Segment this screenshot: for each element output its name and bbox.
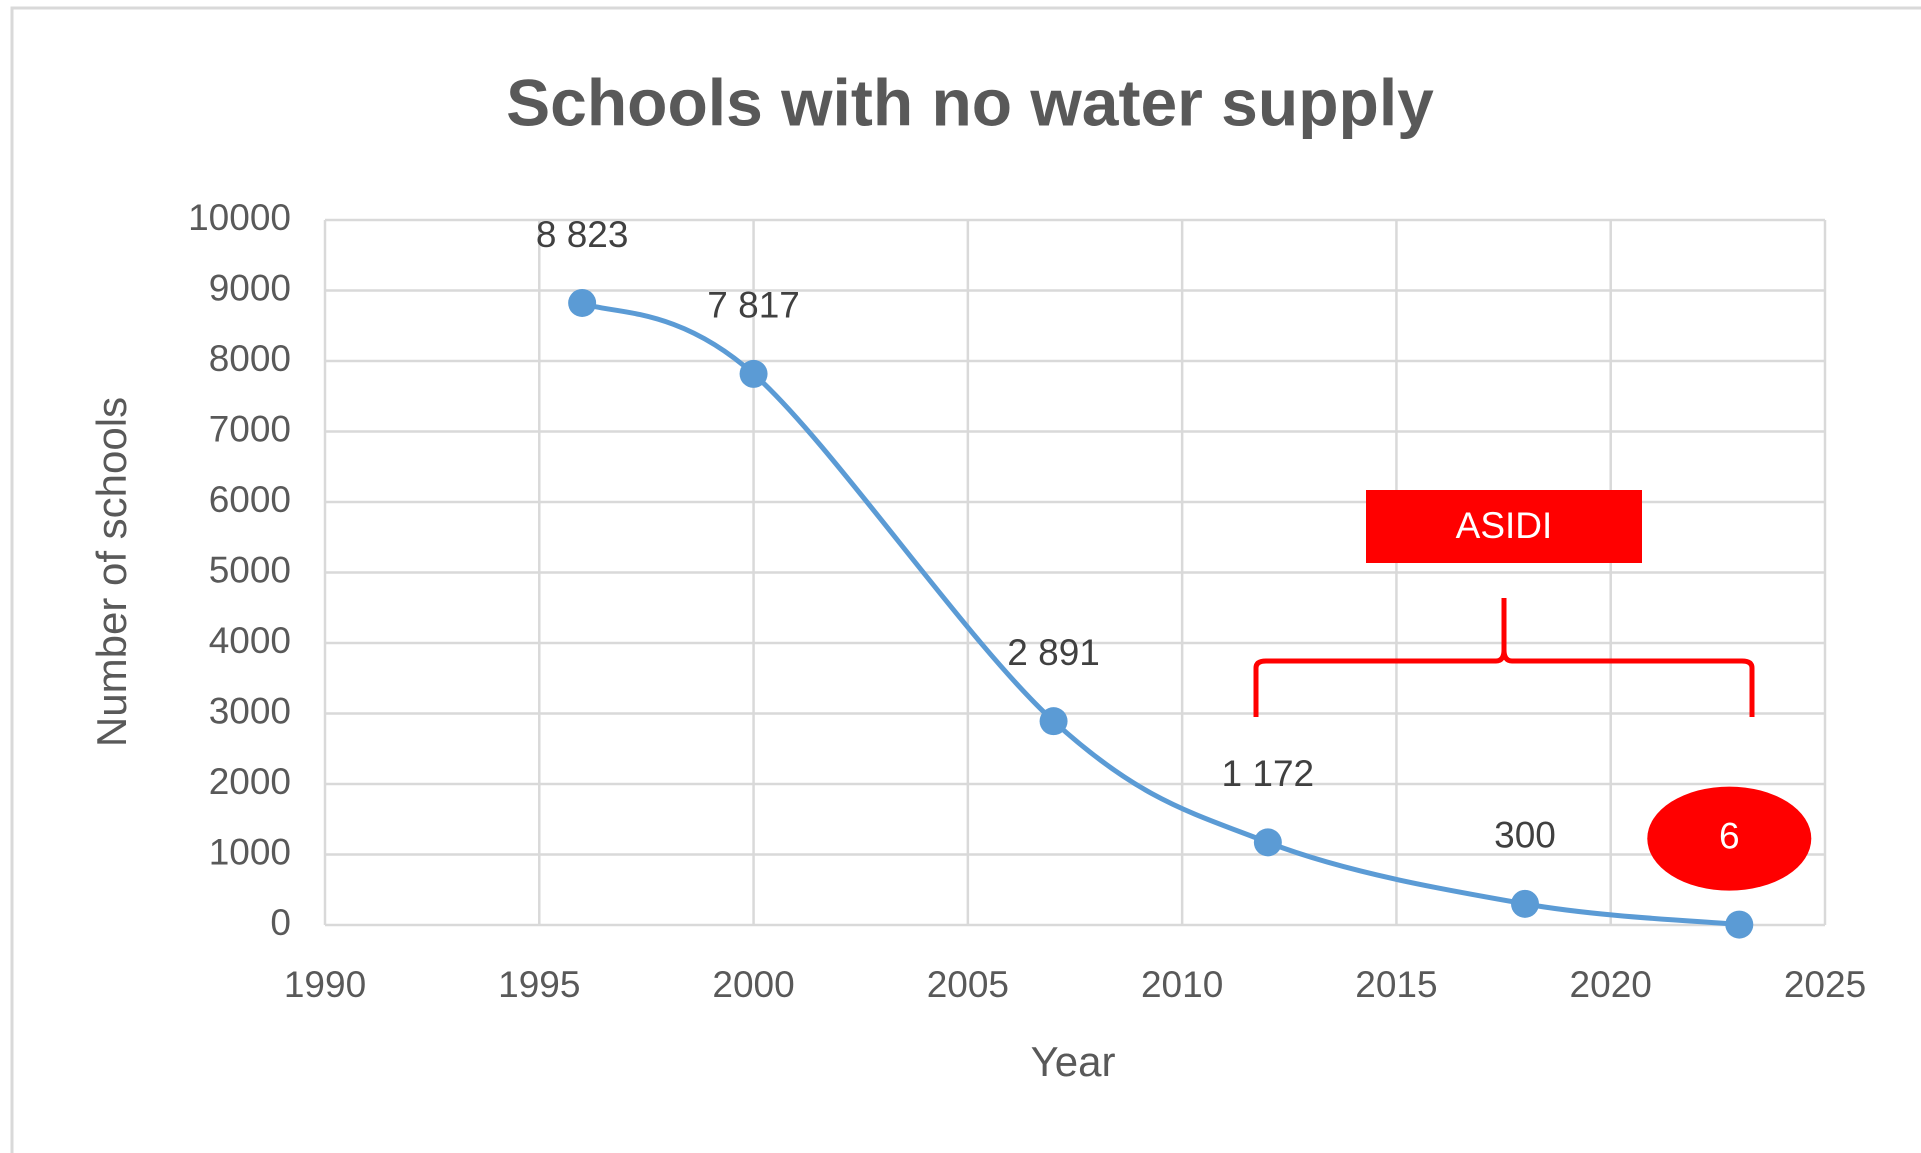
data-label: 2 891 bbox=[1007, 632, 1100, 673]
x-tick-label: 2010 bbox=[1141, 964, 1223, 1005]
chart-title: Schools with no water supply bbox=[506, 65, 1434, 139]
x-axis-label: Year bbox=[1031, 1038, 1116, 1085]
y-tick-label: 4000 bbox=[209, 620, 291, 661]
y-tick-label: 0 bbox=[270, 902, 291, 943]
highlight-ellipse bbox=[1647, 786, 1812, 891]
data-point bbox=[739, 359, 768, 388]
data-label: 300 bbox=[1494, 815, 1556, 856]
annotation-box bbox=[1366, 490, 1642, 563]
y-tick-label: 8000 bbox=[209, 338, 291, 379]
y-tick-label: 3000 bbox=[209, 690, 291, 731]
x-tick-label: 2005 bbox=[927, 964, 1009, 1005]
chart-frame bbox=[10, 6, 1921, 1153]
x-tick-label: 2020 bbox=[1570, 964, 1652, 1005]
y-axis-label: Number of schools bbox=[88, 397, 135, 747]
x-tick-label: 2000 bbox=[712, 964, 794, 1005]
y-tick-label: 5000 bbox=[209, 549, 291, 590]
x-tick-label: 1995 bbox=[498, 964, 580, 1005]
grid: 0 1000 2000 3000 4000 5000 6000 7000 8000 9000 100… bbox=[188, 197, 1866, 1005]
data-label: 1 172 bbox=[1222, 753, 1315, 794]
data-label: 7 817 bbox=[707, 285, 800, 326]
annotation-bracket bbox=[1253, 598, 1755, 717]
data-label: 6 bbox=[1719, 815, 1740, 856]
data-point bbox=[568, 288, 597, 317]
data-point bbox=[1725, 910, 1754, 939]
y-tick-label: 7000 bbox=[209, 408, 291, 449]
x-tick-label: 2025 bbox=[1784, 964, 1866, 1005]
y-tick-label: 2000 bbox=[209, 761, 291, 802]
annotation-text: ASIDI bbox=[1456, 505, 1553, 546]
plot: 8 823 7 817 2 891 1 172 300 6 bbox=[536, 214, 1812, 939]
y-tick-label: 9000 bbox=[209, 267, 291, 308]
x-tick-label: 1990 bbox=[284, 964, 366, 1005]
data-point bbox=[1511, 889, 1539, 918]
y-tick-label: 1000 bbox=[209, 831, 291, 872]
data-label: 8 823 bbox=[536, 214, 629, 255]
y-tick-label: 6000 bbox=[209, 479, 291, 520]
data-point bbox=[1253, 828, 1282, 857]
data-point bbox=[1039, 707, 1068, 736]
y-tick-label: 10000 bbox=[188, 197, 291, 238]
x-tick-label: 2015 bbox=[1355, 964, 1437, 1005]
